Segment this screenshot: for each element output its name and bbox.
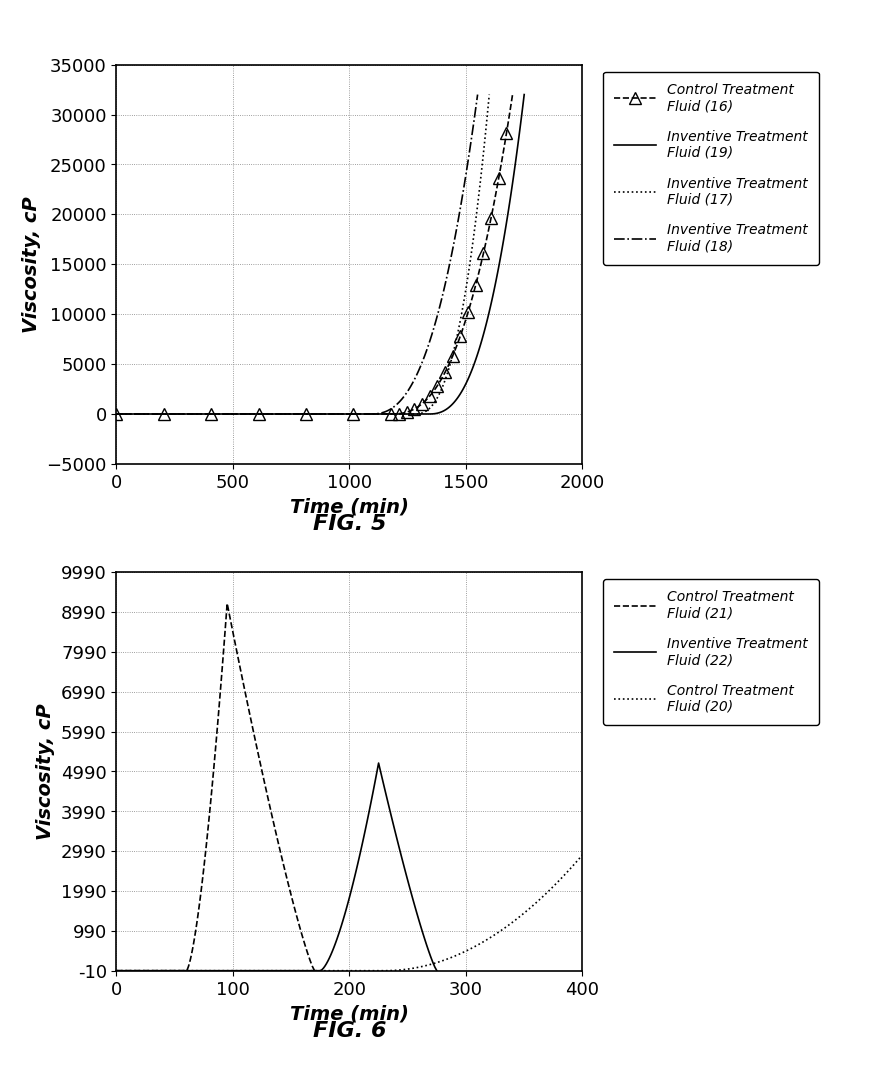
X-axis label: Time (min): Time (min) [290, 1005, 409, 1023]
Text: FIG. 5: FIG. 5 [313, 514, 386, 534]
Text: FIG. 6: FIG. 6 [313, 1021, 386, 1041]
Y-axis label: Viscosity, cP: Viscosity, cP [37, 704, 56, 839]
X-axis label: Time (min): Time (min) [290, 497, 409, 516]
Y-axis label: Viscosity, cP: Viscosity, cP [22, 196, 41, 332]
Legend: Control Treatment
Fluid (16), Inventive Treatment
Fluid (19), Inventive Treatmen: Control Treatment Fluid (16), Inventive … [603, 71, 819, 264]
Legend: Control Treatment
Fluid (21), Inventive Treatment
Fluid (22), Control Treatment
: Control Treatment Fluid (21), Inventive … [603, 578, 819, 725]
